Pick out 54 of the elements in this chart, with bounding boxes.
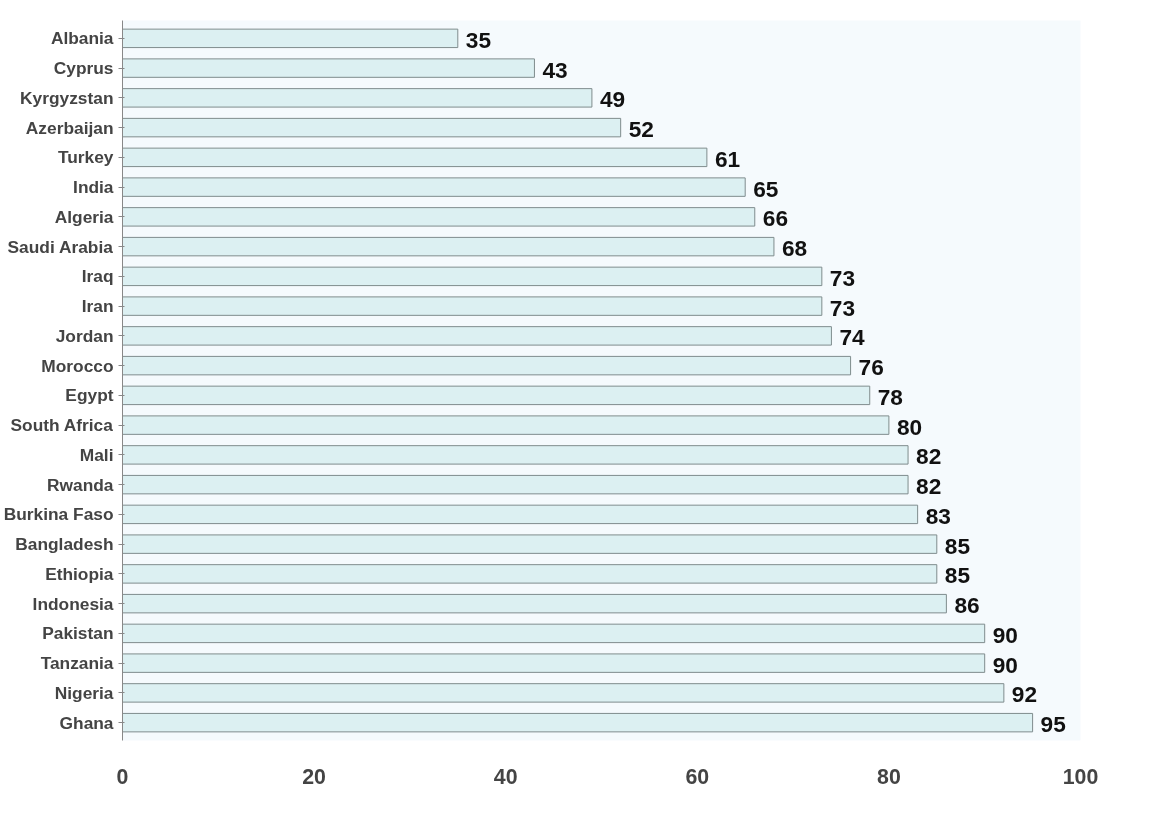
x-tick-label: 40 <box>493 764 518 789</box>
y-tick-label: South Africa <box>10 415 114 436</box>
y-tick-label: Jordan <box>55 325 114 346</box>
x-tick-label: 60 <box>685 764 710 789</box>
y-tick-label: Kyrgyzstan <box>20 87 114 108</box>
y-tick-label: Ethiopia <box>45 563 114 584</box>
y-tick-label: Burkina Faso <box>3 504 114 525</box>
y-tick-label: Rwanda <box>47 474 114 495</box>
data-label: 83 <box>925 502 951 529</box>
y-tick-label: Turkey <box>57 147 114 168</box>
y-tick-label: Algeria <box>54 206 114 227</box>
data-label: 82 <box>916 443 942 470</box>
data-label: 65 <box>753 175 779 202</box>
data-label: 95 <box>1040 711 1066 738</box>
y-tick-label: Saudi Arabia <box>7 236 114 257</box>
data-label: 35 <box>465 26 491 53</box>
x-tick-label: 80 <box>877 764 901 789</box>
y-tick-label: Bangladesh <box>15 534 114 555</box>
data-label: 92 <box>1011 681 1038 708</box>
data-label: 49 <box>599 86 626 113</box>
y-tick-label: Mali <box>79 444 114 465</box>
y-tick-label: Egypt <box>65 385 114 406</box>
y-tick-label: Azerbaijan <box>25 117 114 138</box>
data-label: 82 <box>916 473 942 500</box>
data-label: 61 <box>714 145 741 172</box>
y-tick-label: Iraq <box>81 266 114 287</box>
data-label: 43 <box>542 56 568 83</box>
x-tick-label: 20 <box>302 764 326 789</box>
y-tick-label: Indonesia <box>32 593 114 614</box>
x-tick-label: 0 <box>116 764 129 789</box>
data-label: 52 <box>628 116 654 143</box>
data-label: 66 <box>762 205 788 232</box>
y-tick-label: Albania <box>50 28 114 49</box>
y-tick-label: India <box>73 177 114 198</box>
data-label: 90 <box>992 621 1018 648</box>
data-label: 73 <box>829 264 856 291</box>
y-tick-label: Nigeria <box>54 682 114 703</box>
y-tick-label: Ghana <box>59 712 114 733</box>
data-label: 68 <box>781 235 808 262</box>
x-tick-label: 100 <box>1062 764 1099 789</box>
data-label: 85 <box>944 562 970 589</box>
data-label: 78 <box>877 383 903 410</box>
data-label: 74 <box>839 324 866 351</box>
y-tick-label: Tanzania <box>40 653 114 674</box>
y-tick-label: Pakistan <box>42 623 114 644</box>
data-label: 80 <box>896 413 923 440</box>
data-label: 76 <box>858 354 884 381</box>
y-tick-label: Iran <box>81 296 114 317</box>
y-tick-label: Cyprus <box>53 58 114 79</box>
data-label: 90 <box>992 651 1018 678</box>
data-label: 85 <box>944 532 970 559</box>
data-label: 73 <box>829 294 856 321</box>
y-tick-label: Morocco <box>41 355 114 376</box>
data-label: 86 <box>954 592 980 619</box>
